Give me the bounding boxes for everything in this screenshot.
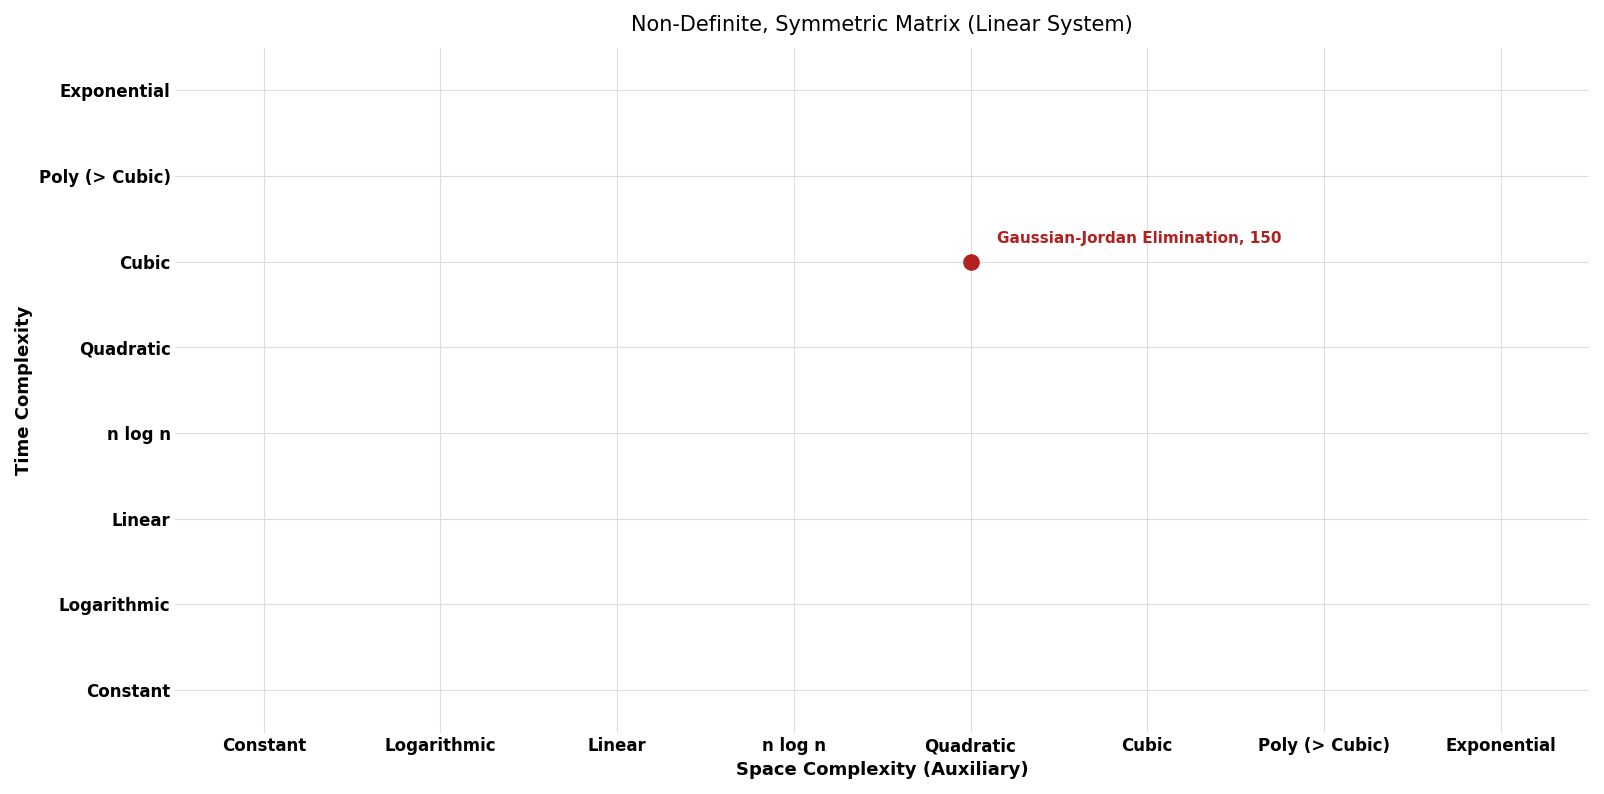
Title: Non-Definite, Symmetric Matrix (Linear System): Non-Definite, Symmetric Matrix (Linear S… [632, 15, 1132, 35]
Y-axis label: Time Complexity: Time Complexity [14, 306, 34, 475]
Point [958, 256, 983, 268]
Text: Gaussian-Jordan Elimination, 150: Gaussian-Jordan Elimination, 150 [998, 231, 1282, 246]
X-axis label: Space Complexity (Auxiliary): Space Complexity (Auxiliary) [736, 761, 1028, 779]
